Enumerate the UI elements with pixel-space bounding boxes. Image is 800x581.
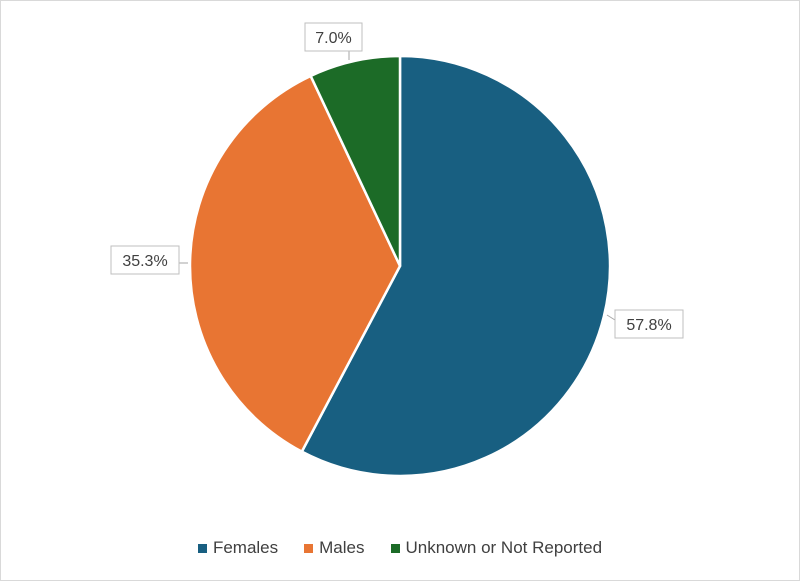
data-label-text-males: 35.3% xyxy=(122,253,167,270)
legend-swatch-females xyxy=(197,543,207,553)
legend-label-females: Females xyxy=(212,538,279,557)
legend-label-unknown: Unknown or Not Reported xyxy=(405,538,603,557)
data-label-box-females xyxy=(614,309,684,339)
data-label-box-males xyxy=(110,245,180,275)
data-label-females: 57.8% xyxy=(606,309,684,339)
legend-swatch-males xyxy=(304,543,314,553)
pie-slice-females xyxy=(300,54,612,478)
pie-slice-males xyxy=(188,74,402,453)
data-label-box-unknown xyxy=(304,22,363,52)
pie-slice-unknown xyxy=(309,54,402,268)
legend-item-unknown: Unknown or Not Reported xyxy=(390,538,603,558)
legend-label-males: Males xyxy=(319,538,365,557)
data-label-males: 35.3% xyxy=(110,245,188,275)
pie-chart: 57.8% 35.3% 7.0% xyxy=(110,22,684,478)
legend: Females Males Unknown or Not Reported xyxy=(1,538,799,558)
data-label-text-females: 57.8% xyxy=(626,317,671,334)
legend-swatch-unknown xyxy=(390,543,400,553)
legend-item-males: Males xyxy=(304,538,365,558)
legend-item-females: Females xyxy=(197,538,279,558)
leader-line-females xyxy=(606,314,616,321)
data-label-text-unknown: 7.0% xyxy=(315,30,351,47)
data-label-unknown: 7.0% xyxy=(304,22,363,60)
